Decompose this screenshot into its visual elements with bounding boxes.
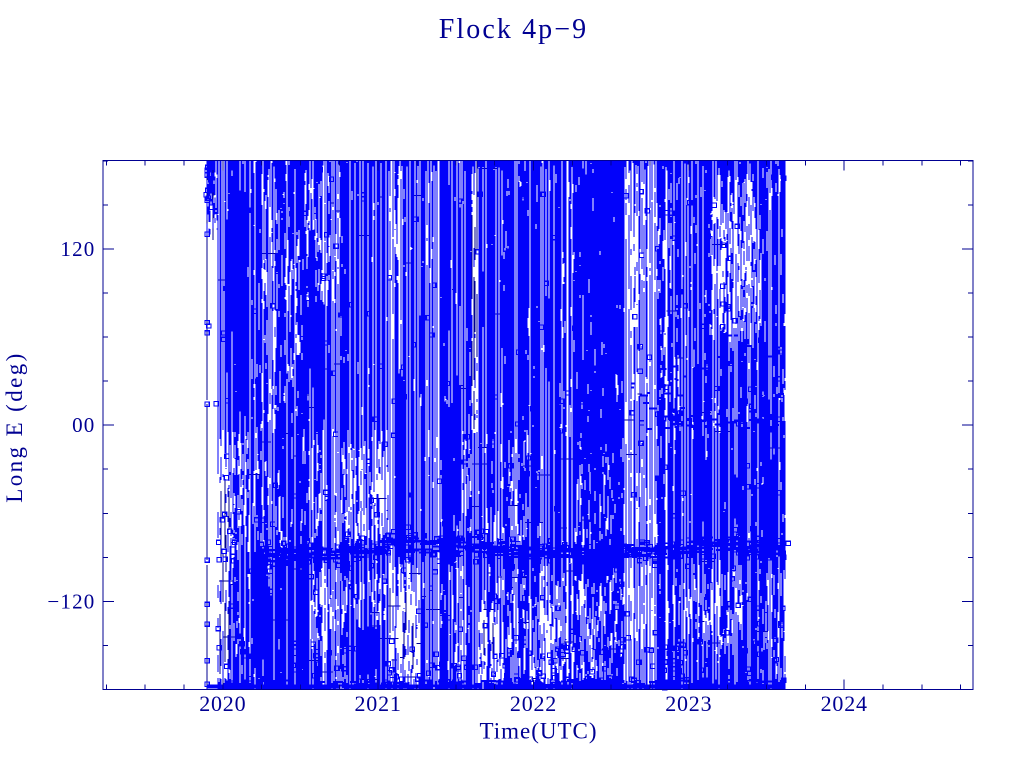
svg-text:−120: −120	[47, 590, 95, 614]
svg-text:2020: 2020	[199, 691, 246, 716]
svg-text:2024: 2024	[821, 691, 868, 716]
svg-text:2022: 2022	[510, 691, 557, 716]
svg-text:00: 00	[72, 413, 95, 437]
svg-text:2023: 2023	[665, 691, 712, 716]
svg-text:Flock 4p−9: Flock 4p−9	[439, 14, 589, 45]
svg-text:Time(UTC): Time(UTC)	[479, 719, 597, 744]
svg-text:2021: 2021	[354, 691, 401, 716]
svg-text:Long E (deg): Long E (deg)	[2, 351, 27, 502]
svg-text:120: 120	[60, 237, 95, 261]
